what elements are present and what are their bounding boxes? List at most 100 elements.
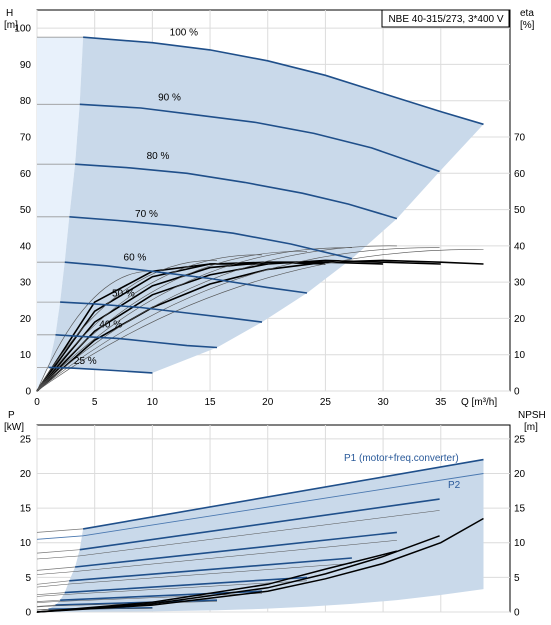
- p1-curve-shutoff-0: [36, 528, 84, 533]
- p1-curve-2: [75, 531, 397, 568]
- q-tick-3: 15: [204, 397, 216, 408]
- eta-thin-curve-3: [36, 247, 352, 392]
- eta-tick-7: 70: [514, 133, 526, 144]
- legend-p1: P1 (motor+freq.converter): [344, 453, 459, 464]
- eta-thin-curve-5: [36, 254, 263, 392]
- p2-thin-curve-1: [36, 540, 397, 575]
- p-tick-1: 5: [25, 573, 31, 584]
- npsh-tick-4: 20: [514, 469, 526, 480]
- speed-label-4: 60 %: [124, 252, 147, 263]
- p1-curve-shutoff-4: [36, 592, 65, 596]
- eta-thin-curve-7: [36, 270, 153, 392]
- speed-curve-6: [55, 334, 218, 349]
- npsh-tick-2: 10: [514, 538, 526, 549]
- speed-percent-labels: 100 % 90 % 80 % 70 % 60 % 50 % 40 % 25 %: [74, 27, 198, 366]
- npsh-tick-3: 15: [514, 504, 526, 515]
- h-tick-3: 30: [20, 278, 32, 289]
- eta-tick-1: 10: [514, 350, 526, 361]
- upper-operating-area-light: [37, 37, 84, 391]
- speed-curve-4: [64, 261, 308, 294]
- h-tick-1: 10: [20, 350, 32, 361]
- q-axis-label: Q [m³/h]: [461, 397, 497, 408]
- speed-label-3: 70 %: [135, 209, 158, 220]
- npsh-tick-1: 5: [514, 573, 520, 584]
- h-tick-0: 0: [25, 387, 31, 398]
- p-tick-4: 20: [20, 469, 32, 480]
- h-axis-name: H: [6, 8, 13, 19]
- h-tick-5: 50: [20, 205, 32, 216]
- eta-thin-curve-6: [36, 260, 218, 392]
- h-tick-7: 70: [20, 133, 32, 144]
- speed-label-0: 100 %: [170, 27, 198, 38]
- npsh-tick-5: 25: [514, 434, 526, 445]
- speed-label-7: 25 %: [74, 356, 97, 367]
- p2-curve: [36, 473, 484, 540]
- h-tick-6: 60: [20, 169, 32, 180]
- q-tick-5: 25: [320, 397, 332, 408]
- lower-tick-labels: 0 5 10 15 20 25 0 5 10 15 20 25: [20, 434, 526, 618]
- speed-label-5: 50 %: [112, 289, 135, 300]
- h-tick-10: 100: [14, 24, 31, 35]
- p1-curve-4: [64, 576, 308, 594]
- p1-curve-0: [82, 458, 484, 530]
- p1-curve-1: [79, 498, 440, 551]
- legend-p2: P2: [448, 480, 461, 491]
- title-box: [381, 9, 510, 28]
- h-tick-8: 80: [20, 96, 32, 107]
- p-axis-unit: [kW]: [4, 422, 24, 433]
- eta-tick-2: 20: [514, 314, 526, 325]
- eta-curve-2: [36, 261, 384, 392]
- eta-tick-6: 60: [514, 169, 526, 180]
- npsh-curve-2: [36, 550, 398, 613]
- upper-tick-labels: 0 10 20 30 40 50 60 70 80 90 100 0 10 20 30 40 50 60 70 0 5 1…: [14, 24, 525, 408]
- eta-thin-curve-0: [36, 249, 484, 392]
- power-npsh-chart: 0 5 10 15 20 25 0 5 10 15 20 25 P1 (motor+freq.conv…: [4, 410, 546, 619]
- npsh-tick-0: 0: [514, 608, 520, 619]
- eta-curve-3: [36, 261, 326, 392]
- p1-curve-shutoff-2: [36, 566, 76, 571]
- eta-tick-3: 30: [514, 278, 526, 289]
- speed-label-1: 90 %: [158, 93, 181, 104]
- q-tick-6: 30: [378, 397, 390, 408]
- p-tick-2: 10: [20, 538, 32, 549]
- speed-curve-0: [83, 36, 484, 126]
- p-tick-3: 15: [20, 504, 32, 515]
- q-tick-1: 5: [92, 397, 98, 408]
- speed-curves: [37, 36, 484, 374]
- npsh-curve-0: [36, 517, 484, 613]
- eta-tick-0: 0: [514, 387, 520, 398]
- npsh-axis-name: NPSH: [518, 410, 546, 421]
- p2-thin-curve-0: [36, 510, 440, 560]
- p-axis-name: P: [8, 410, 15, 421]
- npsh-curve-1: [36, 535, 440, 613]
- p2-thin-curve-2: [36, 563, 352, 588]
- speed-curve-5: [60, 301, 263, 323]
- p-tick-0: 0: [25, 608, 31, 619]
- q-tick-7: 35: [435, 397, 447, 408]
- speed-curve-2: [75, 163, 398, 220]
- p1-curve-shutoff-5: [36, 599, 61, 602]
- speed-curve-1: [79, 103, 440, 173]
- eta-tick-4: 40: [514, 241, 526, 252]
- p1-curve-3: [69, 557, 352, 582]
- speed-label-2: 80 %: [147, 151, 170, 162]
- eta-thin-curve-4: [36, 250, 308, 392]
- h-axis-unit: [m]: [4, 20, 18, 31]
- title-box-text: NBE 40-315/273, 3*400 V: [388, 14, 503, 25]
- speed-curve-3: [69, 216, 353, 260]
- p1-curve-shutoff-3: [36, 580, 70, 585]
- head-efficiency-chart: 100 % 90 % 80 % 70 % 60 % 50 % 40 % 25 % 0 10 20 3…: [4, 8, 535, 408]
- q-tick-4: 20: [262, 397, 274, 408]
- eta-tick-5: 50: [514, 205, 526, 216]
- npsh-axis-unit: [m]: [524, 422, 538, 433]
- p1-curve-shutoff-1: [36, 549, 80, 554]
- p2-thin-curve-6: [36, 608, 153, 611]
- p-tick-5: 25: [20, 434, 32, 445]
- speed-curve-7: [48, 366, 153, 374]
- npsh-curves: [36, 517, 484, 613]
- h-tick-4: 40: [20, 241, 32, 252]
- h-tick-2: 20: [20, 314, 32, 325]
- h-tick-9: 90: [20, 60, 32, 71]
- p1-curve-shutoff-6: [36, 604, 56, 607]
